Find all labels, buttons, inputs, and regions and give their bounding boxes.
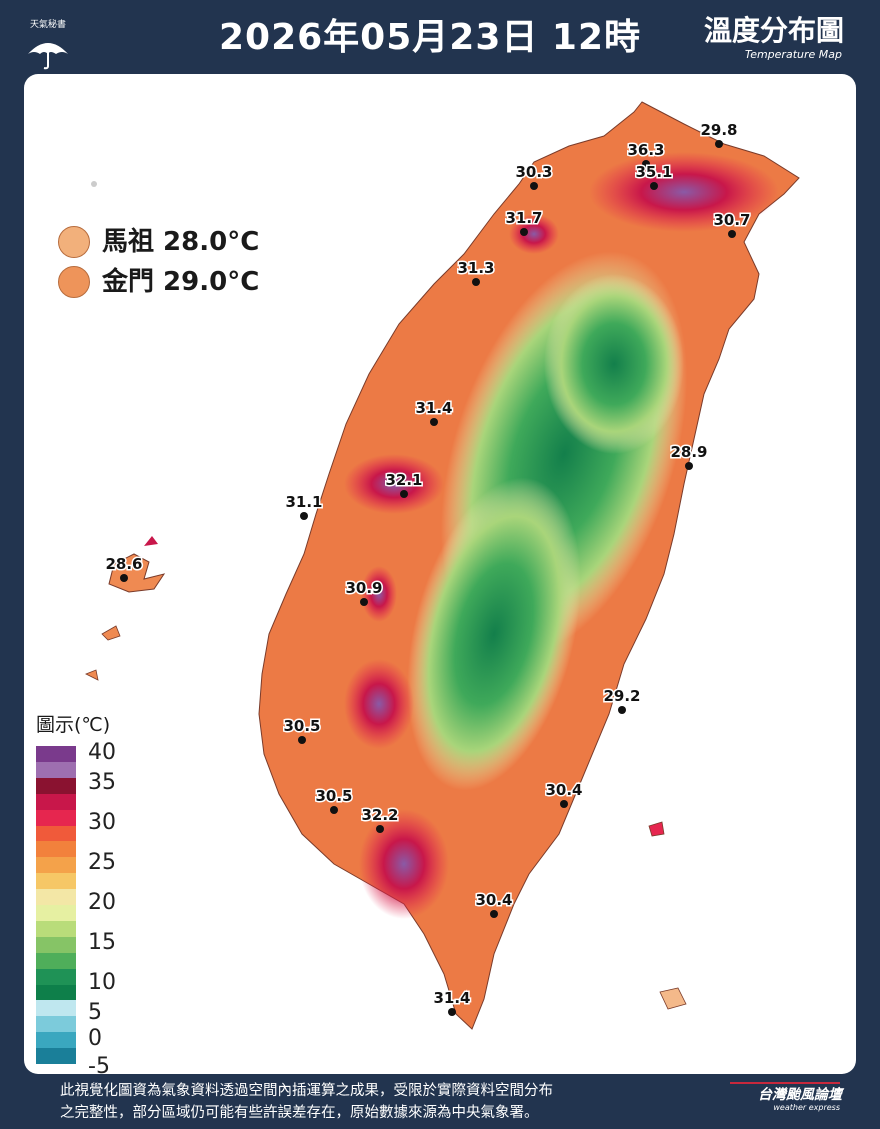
scale-swatch <box>36 825 76 842</box>
map-title-en: Temperature Map <box>744 48 842 61</box>
station-temperature-label: 30.3 <box>515 163 552 181</box>
station-dot <box>560 800 568 808</box>
station-temperature-label: 31.7 <box>505 209 542 227</box>
scale-label: 15 <box>88 930 116 955</box>
footer-brand-en: weather express <box>773 1103 840 1112</box>
kinmen-label: 金門 29.0°C <box>102 267 260 297</box>
scale-swatch <box>36 1000 76 1017</box>
temperature-scale: 圖示(℃) 40 35 30 25 20 15 10 5 0 -5 <box>34 710 144 1074</box>
scale-label: 25 <box>88 850 116 875</box>
scale-label: 5 <box>88 1000 102 1025</box>
station-dot <box>520 228 528 236</box>
station-dot <box>330 806 338 814</box>
station-temperature-label: 31.3 <box>457 259 494 277</box>
map-panel: 29.8 36.3 35.1 30.3 31.7 30.7 31.3 31.4 28.9 32.1… <box>24 74 856 1074</box>
footer-note: 此視覺化圖資為氣象資料透過空間內插運算之成果，受限於實際資料空間分布 之完整性，… <box>60 1080 720 1124</box>
footer-brand: 台灣颱風論壇 <box>758 1087 842 1103</box>
station-dot <box>430 418 438 426</box>
station-temperature-label: 29.2 <box>603 687 640 705</box>
station-dot <box>490 910 498 918</box>
scale-swatch <box>36 761 76 779</box>
station-dot <box>685 462 693 470</box>
station-temperature-label: 31.4 <box>433 989 470 1007</box>
scale-swatch <box>36 889 76 906</box>
station-dot <box>618 706 626 714</box>
scale-label: 30 <box>88 810 116 835</box>
scale-swatch <box>36 777 76 795</box>
footer-note-line2: 之完整性，部分區域仍可能有些許誤差存在，原始數據來源為中央氣象署。 <box>60 1105 539 1121</box>
station-temperature-label: 29.8 <box>700 121 737 139</box>
scale-swatch <box>36 1048 76 1065</box>
station-dot <box>298 736 306 744</box>
station-dot <box>715 140 723 148</box>
scale-label: 20 <box>88 890 116 915</box>
station-dot <box>448 1008 456 1016</box>
scale-swatch <box>36 857 76 874</box>
station-temperature-label: 28.9 <box>670 443 707 461</box>
scale-title: 圖示(℃) <box>36 714 111 736</box>
station-temperature-label: 35.1 <box>635 163 672 181</box>
station-dot <box>472 278 480 286</box>
scale-swatch <box>36 920 76 938</box>
scale-swatch <box>36 984 76 1001</box>
scale-label: 10 <box>88 970 116 995</box>
scale-swatch <box>36 809 76 826</box>
station-temperature-label: 32.1 <box>385 471 422 489</box>
scale-bar <box>36 746 76 1065</box>
temperature-map: 29.8 36.3 35.1 30.3 31.7 30.7 31.3 31.4 28.9 32.1… <box>85 101 800 1030</box>
header: 天氣秘書 2026年05月23日 12時 溫度分布圖 Temperature M… <box>0 0 880 78</box>
station-temperature-label: 28.6 <box>105 555 142 573</box>
station-temperature-label: 30.9 <box>345 579 382 597</box>
scale-swatch <box>36 841 76 858</box>
scale-swatch <box>36 968 76 985</box>
scale-label: 0 <box>88 1026 102 1051</box>
matsu-label: 馬祖 28.0°C <box>102 227 260 257</box>
scale-label: -5 <box>88 1054 110 1075</box>
scale-swatch <box>36 873 76 890</box>
scale-swatch <box>36 936 76 954</box>
station-temperature-label: 30.4 <box>475 891 512 909</box>
station-temperature-label: 31.1 <box>285 493 322 511</box>
outlying-islands-legend: 馬祖 28.0°C 金門 29.0°C <box>58 222 259 302</box>
station-temperature-label: 36.3 <box>627 141 664 159</box>
station-dot <box>728 230 736 238</box>
station-temperature-label: 30.5 <box>315 787 352 805</box>
station-dot <box>650 182 658 190</box>
scale-swatch <box>36 1016 76 1033</box>
scale-swatch <box>36 905 76 922</box>
scale-swatch <box>36 952 76 970</box>
station-dot <box>376 825 384 833</box>
station-dot <box>642 160 650 168</box>
station-temperature-label: 32.2 <box>361 806 398 824</box>
scale-label: 40 <box>88 740 116 765</box>
station-temperature-label: 30.7 <box>713 211 750 229</box>
station-temperature-label: 30.4 <box>545 781 582 799</box>
footer-note-line1: 此視覺化圖資為氣象資料透過空間內插運算之成果，受限於實際資料空間分布 <box>60 1083 553 1099</box>
station-dot <box>120 574 128 582</box>
matsu-swatch <box>58 226 90 258</box>
station-dot <box>360 598 368 606</box>
penghu-islands <box>108 553 166 593</box>
logo: 天氣秘書 <box>22 20 74 70</box>
brand-line <box>730 1082 840 1084</box>
scale-swatch <box>36 1032 76 1049</box>
station-dot <box>400 490 408 498</box>
umbrella-icon <box>28 43 68 70</box>
scale-swatch <box>36 793 76 811</box>
logo-label: 天氣秘書 <box>29 20 66 30</box>
scale-label: 35 <box>88 770 116 795</box>
map-title: 溫度分布圖 <box>703 14 844 47</box>
station-dot <box>300 512 308 520</box>
scale-swatch <box>36 746 76 763</box>
station-temperature-label: 31.4 <box>415 399 452 417</box>
station-temperature-label: 30.5 <box>283 717 320 735</box>
kinmen-row: 金門 29.0°C <box>58 262 259 302</box>
kinmen-swatch <box>58 266 90 298</box>
station-dot <box>530 182 538 190</box>
page-title: 2026年05月23日 12時 <box>218 17 642 58</box>
matsu-row: 馬祖 28.0°C <box>58 222 259 262</box>
footer: 此視覺化圖資為氣象資料透過空間內插運算之成果，受限於實際資料空間分布 之完整性，… <box>0 1076 880 1129</box>
